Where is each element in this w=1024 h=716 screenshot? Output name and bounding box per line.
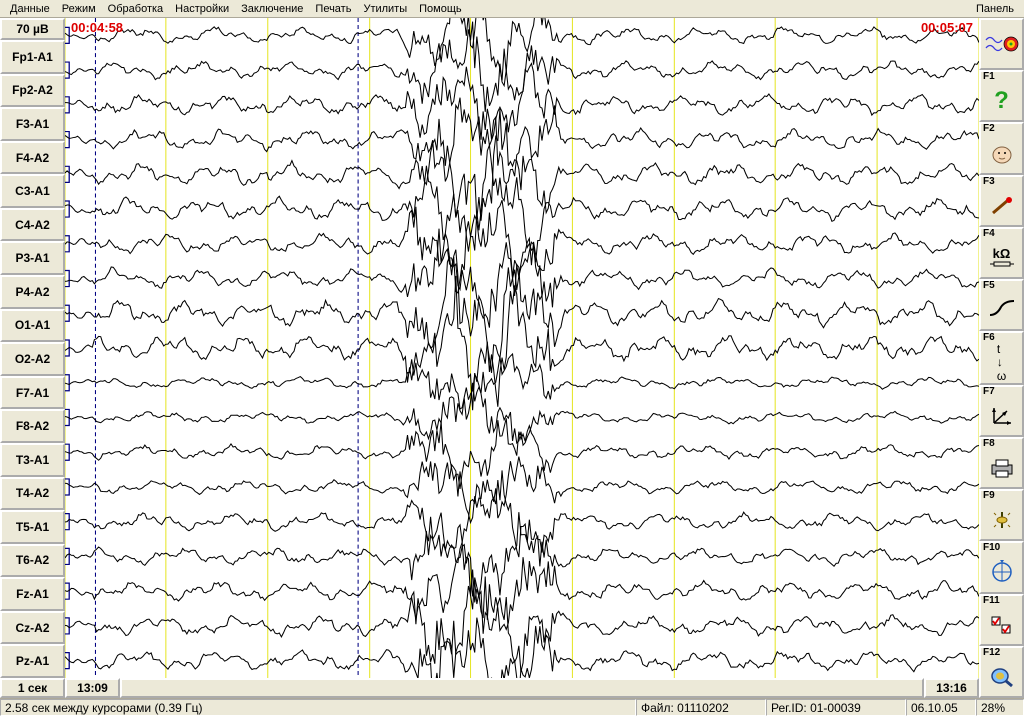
status-cursor-info: 2.58 сек между курсорами (0.39 Гц) [0,699,636,716]
status-file: Файл: 01110202 [636,699,766,716]
statusbar: 2.58 сек между курсорами (0.39 Гц) Файл:… [0,698,1024,716]
sensitivity-button[interactable]: 70 µВ [0,18,65,40]
channel-label-T5-A1[interactable]: T5-A1 [0,510,65,544]
channel-label-T6-A2[interactable]: T6-A2 [0,544,65,578]
montage-button[interactable]: F10 [979,541,1024,593]
status-reg: Рег.ID: 01-00039 [766,699,906,716]
menu-mode[interactable]: Режим [56,1,102,17]
menu-conclusion[interactable]: Заключение [235,1,309,17]
print-button[interactable]: F8 [979,437,1024,489]
electrode-button[interactable]: F3 [979,175,1024,227]
menu-panel[interactable]: Панель [970,1,1020,17]
timeline-scrollbar[interactable] [120,678,924,698]
magnifier-icon [988,658,1016,696]
timeline-bar: 13:09 13:16 [65,678,979,698]
channel-label-O2-A2[interactable]: O2-A2 [0,342,65,376]
menu-data[interactable]: Данные [4,1,56,17]
left-column: 70 µВ Fp1-A1Fp2-A2F3-A1F4-A2C3-A1C4-A2P3… [0,18,65,698]
cursor-start-time: 00:04:58 [71,20,123,35]
menu-processing[interactable]: Обработка [102,1,169,17]
marker-icon [990,501,1014,539]
filter-icon [987,291,1017,329]
time-scale-button[interactable]: 1 сек [0,678,65,698]
channel-label-Cz-A2[interactable]: Cz-A2 [0,611,65,645]
channel-label-C3-A1[interactable]: C3-A1 [0,174,65,208]
channel-label-T3-A1[interactable]: T3-A1 [0,443,65,477]
checklist-icon [989,606,1015,644]
channel-label-P3-A1[interactable]: P3-A1 [0,241,65,275]
status-zoom: 28% [976,699,1024,716]
channel-label-O1-A1[interactable]: O1-A1 [0,309,65,343]
channel-label-F4-A2[interactable]: F4-A2 [0,141,65,175]
channel-label-Fp1-A1[interactable]: Fp1-A1 [0,40,65,74]
channel-label-F8-A2[interactable]: F8-A2 [0,409,65,443]
time-freq-icon: t↓ω [997,343,1006,383]
eeg-plot-area[interactable]: 00:04:58 00:05:07 [65,18,979,678]
timeline-start[interactable]: 13:09 [65,678,120,698]
filter-button[interactable]: F5 [979,279,1024,331]
menu-utilities[interactable]: Утилиты [357,1,413,17]
printer-icon [988,449,1016,487]
electrode-icon [989,187,1015,225]
channel-labels: Fp1-A1Fp2-A2F3-A1F4-A2C3-A1C4-A2P3-A1P4-… [0,40,65,678]
cursor-end-time: 00:05:07 [921,20,973,35]
channel-label-Fz-A1[interactable]: Fz-A1 [0,577,65,611]
analysis-button[interactable]: F12 [979,646,1024,698]
channel-label-Fp2-A2[interactable]: Fp2-A2 [0,74,65,108]
channel-label-T4-A2[interactable]: T4-A2 [0,477,65,511]
channel-label-Pz-A1[interactable]: Pz-A1 [0,644,65,678]
status-date: 06.10.05 [906,699,976,716]
menu-settings[interactable]: Настройки [169,1,235,17]
impedance-button[interactable]: F4kΩ [979,227,1024,279]
channel-label-F7-A1[interactable]: F7-A1 [0,376,65,410]
toolbar: F1? F2 F3 F4kΩ F5 F6t↓ω F7 F8 F9 F10 F11… [979,18,1024,698]
menu-print[interactable]: Печать [309,1,357,17]
marker-button[interactable]: F9 [979,489,1024,541]
patient-button[interactable]: F2 [979,122,1024,174]
head-map-icon [989,553,1015,591]
axes-icon [989,397,1015,435]
menu-help[interactable]: Помощь [413,1,468,17]
checklist-button[interactable]: F11 [979,594,1024,646]
timeline-end[interactable]: 13:16 [924,678,979,698]
menubar: Данные Режим Обработка Настройки Заключе… [0,0,1024,18]
time-freq-button[interactable]: F6t↓ω [979,331,1024,385]
face-icon [989,134,1015,172]
help-button[interactable]: F1? [979,70,1024,122]
impedance-icon: kΩ [990,239,1014,277]
wave-brain-icon [984,20,1020,68]
channel-label-C4-A2[interactable]: C4-A2 [0,208,65,242]
axes-button[interactable]: F7 [979,385,1024,437]
channel-label-P4-A2[interactable]: P4-A2 [0,275,65,309]
channel-label-F3-A1[interactable]: F3-A1 [0,107,65,141]
question-icon: ? [994,82,1009,120]
view-mode-button[interactable] [979,18,1024,70]
